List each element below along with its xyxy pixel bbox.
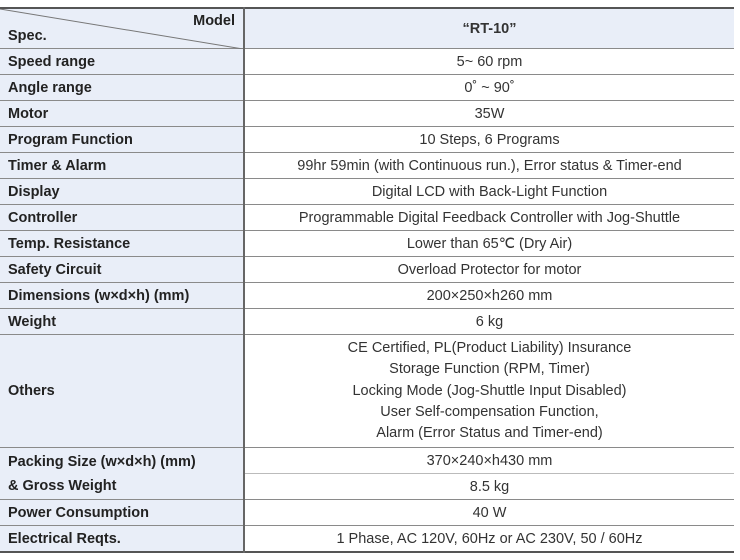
spec-label: Display	[0, 178, 245, 205]
spec-value: 99hr 59min (with Continuous run.), Error…	[244, 152, 734, 179]
spec-label: Safety Circuit	[0, 256, 245, 283]
spec-value: 6 kg	[244, 308, 734, 335]
spec-label: Motor	[0, 100, 245, 127]
header-spec-model-cell: Spec. Model	[0, 7, 245, 49]
others-label: Others	[0, 333, 245, 448]
spec-value: Programmable Digital Feedback Controller…	[244, 204, 734, 231]
power-label: Power Consumption	[0, 499, 245, 526]
spec-label: Program Function	[0, 126, 245, 153]
spec-label: Timer & Alarm	[0, 152, 245, 179]
gross-weight: 8.5 kg	[244, 473, 734, 500]
spec-label: Speed range	[0, 48, 245, 75]
packing-row: Packing Size (w×d×h) (mm) & Gross Weight…	[0, 447, 734, 500]
spec-value: 0˚ ~ 90˚	[244, 74, 734, 101]
spec-label: Temp. Resistance	[0, 230, 245, 257]
electrical-value: 1 Phase, AC 120V, 60Hz or AC 230V, 50 / …	[244, 525, 734, 553]
spec-label: Angle range	[0, 74, 245, 101]
others-line: CE Certified, PL(Product Liability) Insu…	[347, 340, 632, 356]
others-row: Others CE Certified, PL(Product Liabilit…	[0, 333, 734, 448]
spec-value: 35W	[244, 100, 734, 127]
spec-table: Spec. Model “RT-10” Speed range 5~ 60 rpm…	[0, 7, 734, 554]
spec-row: Display Digital LCD with Back-Light Funct…	[0, 178, 734, 205]
packing-label: Packing Size (w×d×h) (mm) & Gross Weight	[0, 447, 245, 500]
spec-value: Digital LCD with Back-Light Function	[244, 178, 734, 205]
model-header: Model	[193, 13, 235, 29]
spec-row: Program Function 10 Steps, 6 Programs	[0, 126, 734, 153]
packing-size: 370×240×h430 mm	[244, 447, 734, 474]
others-line: User Self-compensation Function,	[380, 403, 599, 420]
spec-label: Weight	[0, 308, 245, 335]
spec-value: 200×250×h260 mm	[244, 282, 734, 309]
gross-weight-row: 8.5 kg	[0, 473, 734, 500]
spec-label: Controller	[0, 204, 245, 231]
spec-value: Overload Protector for motor	[244, 256, 734, 283]
others-line: Storage Function (RPM, Timer)	[389, 361, 590, 378]
packing-label-line2: & Gross Weight	[8, 477, 117, 494]
spec-header: Spec.	[8, 28, 47, 44]
spec-row: Timer & Alarm 99hr 59min (with Continuous…	[0, 152, 734, 179]
spec-value: 5~ 60 rpm	[244, 48, 734, 75]
spec-value: Lower than 65℃ (Dry Air)	[244, 230, 734, 257]
spec-label: Dimensions (w×d×h) (mm)	[0, 282, 245, 309]
spec-row: Speed range 5~ 60 rpm	[0, 48, 734, 75]
spec-row: Angle range 0˚ ~ 90˚	[0, 74, 734, 101]
power-value: 40 W	[244, 499, 734, 526]
spec-row: Weight 6 kg	[0, 308, 734, 335]
others-line: Locking Mode (Jog-Shuttle Input Disabled…	[352, 382, 627, 399]
others-value: CE Certified, PL(Product Liability) Insu…	[244, 333, 734, 448]
power-row: Power Consumption 40 W	[0, 499, 734, 526]
spec-row: Controller Programmable Digital Feedback …	[0, 204, 734, 231]
spec-row: Temp. Resistance Lower than 65℃ (Dry Air)	[0, 230, 734, 257]
diagonal-divider	[0, 9, 243, 49]
packing-label-line1: Packing Size (w×d×h) (mm)	[8, 453, 196, 470]
model-name: “RT-10”	[244, 7, 734, 49]
others-line: Alarm (Error Status and Timer-end)	[376, 425, 603, 442]
spec-value: 10 Steps, 6 Programs	[244, 126, 734, 153]
electrical-label: Electrical Reqts.	[0, 525, 245, 553]
header-row: Spec. Model “RT-10”	[0, 7, 734, 49]
spec-row: Dimensions (w×d×h) (mm) 200×250×h260 mm	[0, 282, 734, 309]
electrical-row: Electrical Reqts. 1 Phase, AC 120V, 60Hz…	[0, 525, 734, 553]
spec-row: Safety Circuit Overload Protector for mot…	[0, 256, 734, 283]
spec-row: Motor 35W	[0, 100, 734, 127]
